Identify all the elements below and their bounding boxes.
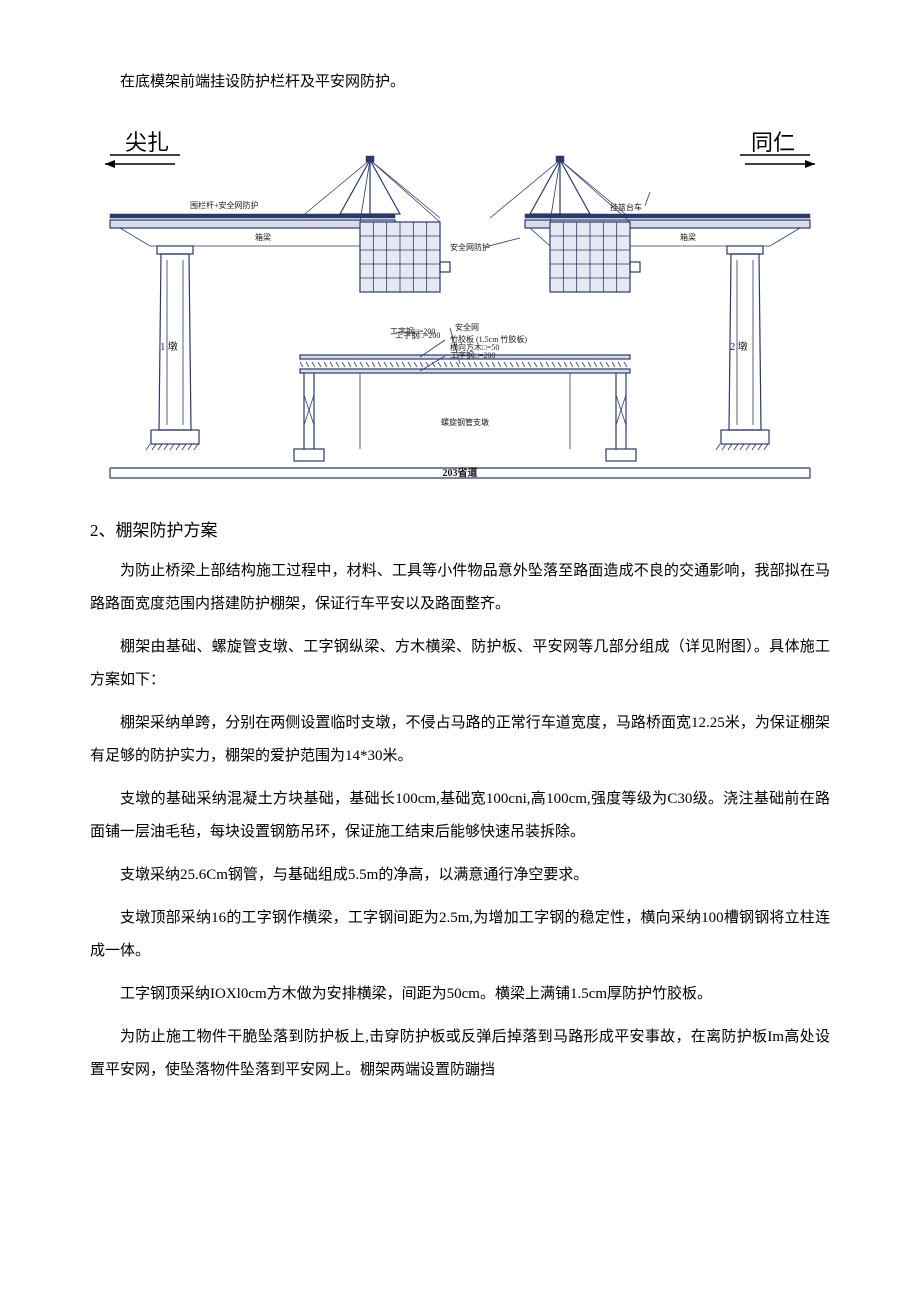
svg-text:1 墩: 1 墩 (160, 340, 178, 353)
section2-p3: 棚架采纳单跨，分别在两侧设置临时支墩，不侵占马路的正常行车道宽度，马路桥面宽12… (90, 707, 830, 773)
svg-text:箱梁: 箱梁 (680, 232, 696, 242)
svg-text:2 墩: 2 墩 (730, 340, 748, 353)
svg-text:安全网: 安全网 (455, 322, 479, 332)
svg-text:围栏杆+安全网防护: 围栏杆+安全网防护 (190, 200, 259, 210)
svg-text:螺旋钢管支墩: 螺旋钢管支墩 (441, 417, 489, 427)
svg-text:工字钢□=200: 工字钢□=200 (390, 326, 435, 336)
intro-text: 在底模架前端挂设防护栏杆及平安网防护。 (90, 75, 830, 90)
section2-p2: 棚架由基础、螺旋管支墩、工字钢纵梁、方木横梁、防护板、平安网等几部分组成（详见附… (90, 631, 830, 697)
section2-p8: 为防止施工物件干脆坠落到防护板上,击穿防护板或反弹后掉落到马路形成平安事故，在离… (90, 1021, 830, 1087)
svg-text:尖扎: 尖扎 (125, 130, 169, 155)
section2-p5: 支墩采纳25.6Cm钢管，与基础组成5.5m的净高，以满意通行净空要求。 (90, 859, 830, 892)
svg-text:工字钢□=200: 工字钢□=200 (450, 350, 495, 360)
svg-text:挂篮台车: 挂篮台车 (610, 202, 642, 212)
svg-text:同仁: 同仁 (751, 130, 795, 155)
protection-figure: 尖扎同仁围栏杆+安全网防护箱梁安全网防护挂篮台车箱梁1 墩2 墩安全网工字钢□=… (90, 120, 830, 494)
section2-p7: 工字钢顶采纳IOXl0cm方木做为安排横梁，间距为50cm。横梁上满铺1.5cm… (90, 978, 830, 1011)
svg-text:安全网防护: 安全网防护 (450, 242, 490, 252)
section2-title: 2、棚架防护方案 (90, 522, 830, 539)
section2-p1: 为防止桥梁上部结构施工过程中，材料、工具等小件物品意外坠落至路面造成不良的交通影… (90, 555, 830, 621)
svg-text:203省道: 203省道 (443, 466, 478, 479)
section2-p4: 支墩的基础采纳混凝土方块基础，基础长100cm,基础宽100cni,高100cm… (90, 783, 830, 849)
section2-p6: 支墩顶部采纳16的工字钢作横梁，工字钢间距为2.5m,为增加工字钢的稳定性，横向… (90, 902, 830, 968)
svg-text:箱梁: 箱梁 (255, 232, 271, 242)
